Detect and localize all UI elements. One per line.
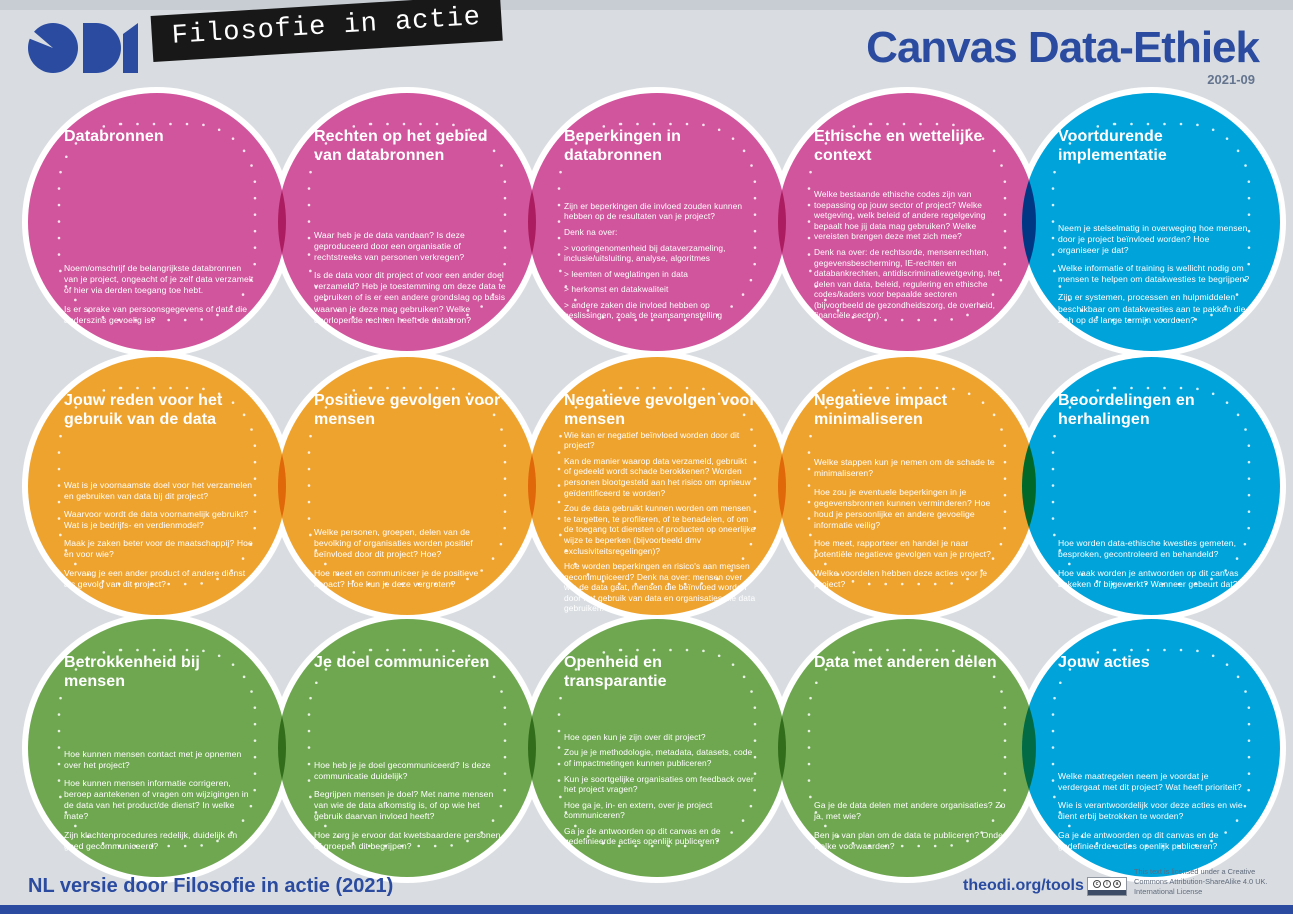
cc-license-icons: c i a (1088, 878, 1126, 890)
circle-title: Jouw reden voor het gebruik van de data (64, 392, 223, 428)
circle-jouw-acties: Jouw acties Welke maatregelen neem je vo… (1058, 654, 1250, 852)
circle-body: Hoe worden data-ethische kwesties gemete… (1058, 538, 1239, 589)
page-title: Canvas Data-Ethiek (866, 23, 1260, 72)
circle-databronnen: Databronnen Noem/omschrijf de belangrijk… (64, 128, 256, 326)
circle-positieve-gevolgen-mensen: Positieve gevolgen voor mensen Welke per… (314, 392, 506, 590)
circle-body: Hoe kunnen mensen contact met je opnemen… (64, 748, 249, 851)
circle-title: Negatieve gevolgen voor mensen (564, 392, 756, 428)
circle-body: Zijn er beperkingen die invloed zouden k… (564, 200, 743, 321)
dotted-borders (57, 122, 1251, 848)
circle-body: Neem je stelselmatig in overweging hoe m… (1058, 222, 1250, 325)
colored-circles (28, 93, 1280, 877)
license-text: This text is licensed under a Creative C… (1134, 867, 1268, 897)
circle-body: Welke personen, groepen, delen van de be… (314, 527, 479, 589)
circle-voortdurende-implementatie: Voortdurende implementatie Neem je stels… (1058, 128, 1250, 326)
circle-beoordelingen-herhalingen: Beoordelingen en herhalingen Hoe worden … (1058, 392, 1250, 590)
circle-title: Openheid en transparantie (564, 654, 667, 690)
header: Filosofie in actie Canvas Data-Ethiek 20… (0, 0, 1293, 90)
circle-title: Databronnen (64, 128, 164, 145)
circle-jouw-reden-gebruik-data: Jouw reden voor het gebruik van de data … (64, 392, 256, 590)
circle-body: Wat is je voornaamste doel voor het verz… (64, 479, 253, 589)
circle-title: Je doel communiceren (314, 654, 490, 671)
circle-title: Ethische en wettelijke context (814, 128, 983, 164)
bottom-accent-bar (0, 905, 1293, 914)
odi-logo (28, 22, 138, 79)
circle-body: Hoe open kun je zijn over dit project? Z… (564, 731, 754, 847)
circle-title: Negatieve impact minimaliseren (814, 392, 948, 428)
circle-negatieve-impact-minimaliseren: Negatieve impact minimaliseren Welke sta… (814, 392, 1006, 590)
cc-badge-strip (1088, 890, 1126, 895)
circle-title: Beperkingen in databronnen (564, 128, 681, 164)
odi-logo-glyphs (28, 23, 138, 73)
circle-title: Voortdurende implementatie (1058, 128, 1167, 164)
circle-title: Beoordelingen en herhalingen (1058, 392, 1195, 428)
circle-title: Jouw acties (1058, 654, 1150, 671)
circle-data-met-anderen-delen: Data met anderen delen Ga je de data del… (814, 654, 1006, 852)
poster-top-edge (0, 0, 1293, 10)
attribution-icon: i (1103, 880, 1111, 888)
circle-body: Ga je de data delen met andere organisat… (814, 800, 1006, 851)
sharealike-icon: a (1113, 880, 1121, 888)
cc-license-badge[interactable]: c i a (1087, 877, 1127, 896)
footer-version-note: NL versie door Filosofie in actie (2021) (28, 875, 394, 897)
circle-openheid-transparantie: Openheid en transparantie Hoe open kun j… (564, 654, 756, 852)
circle-negatieve-gevolgen-mensen: Negatieve gevolgen voor mensen Wie kan e… (564, 392, 756, 613)
circle-body: Noem/omschrijf de belangrijkste databron… (64, 263, 254, 325)
circle-body: Welke stappen kun je nemen om de schade … (814, 457, 995, 589)
circle-title: Positieve gevolgen voor mensen (314, 392, 501, 428)
circle-ethische-wettelijke-context: Ethische en wettelijke context Welke bes… (814, 128, 1006, 326)
circle-body: Waar heb je de data vandaan? Is deze gep… (314, 229, 506, 325)
circle-body: Welke maatregelen neem je voordat je ver… (1058, 770, 1243, 851)
circle-title: Rechten op het gebied van databronnen (314, 128, 488, 164)
circle-title: Betrokkenheid bij mensen (64, 654, 200, 690)
circle-body: Wie kan er negatief beïnvloed worden doo… (564, 429, 756, 614)
circle-betrokkenheid-mensen: Betrokkenheid bij mensen Hoe kunnen mens… (64, 654, 256, 852)
circle-je-doel-communiceren: Je doel communiceren Hoe heb je je doel … (314, 654, 506, 852)
footer-site-link[interactable]: theodi.org/tools (963, 877, 1084, 894)
circle-rechten-databronnen: Rechten op het gebied van databronnen Wa… (314, 128, 506, 326)
cc-icon: c (1093, 880, 1101, 888)
version-label: 2021-09 (1207, 72, 1255, 87)
circle-beperkingen-databronnen: Beperkingen in databronnen Zijn er beper… (564, 128, 756, 326)
circle-body: Welke bestaande ethische codes zijn van … (814, 189, 1000, 321)
circle-body: Hoe heb je je doel gecommuniceerd? Is de… (314, 759, 501, 851)
circle-title: Data met anderen delen (814, 654, 997, 671)
